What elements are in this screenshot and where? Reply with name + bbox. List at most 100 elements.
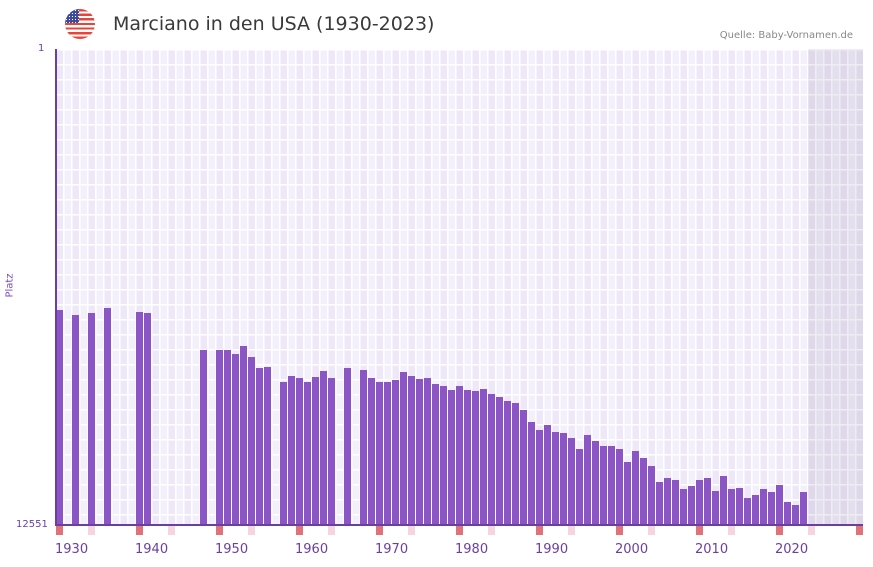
- bar-2021[interactable]: [784, 502, 791, 525]
- bar-1959[interactable]: [288, 376, 295, 525]
- bar-2008[interactable]: [680, 489, 687, 525]
- bar-2005[interactable]: [656, 482, 663, 525]
- decade-marker: [856, 526, 863, 535]
- bar-1999[interactable]: [608, 446, 615, 525]
- x-tick-label: 1940: [135, 542, 169, 557]
- bar-1984[interactable]: [488, 394, 495, 525]
- bar-1977[interactable]: [432, 384, 439, 525]
- bar-1994[interactable]: [568, 438, 575, 525]
- bar-1953[interactable]: [240, 346, 247, 525]
- bar-2010[interactable]: [696, 480, 703, 525]
- plot-area: [55, 49, 863, 525]
- half-decade-marker: [648, 526, 655, 535]
- y-tick-bottom: 12551: [16, 519, 48, 530]
- bar-1976[interactable]: [424, 378, 431, 525]
- chart-title: Marciano in den USA (1930-2023): [113, 13, 435, 35]
- bar-1971[interactable]: [384, 382, 391, 525]
- half-decade-marker: [568, 526, 575, 535]
- bar-1964[interactable]: [328, 378, 335, 525]
- bar-1998[interactable]: [600, 446, 607, 525]
- bar-1974[interactable]: [408, 376, 415, 525]
- half-decade-marker: [808, 526, 815, 535]
- bar-2015[interactable]: [736, 488, 743, 525]
- bar-1960[interactable]: [296, 378, 303, 525]
- bar-2013[interactable]: [720, 476, 727, 525]
- bar-2000[interactable]: [616, 449, 623, 525]
- decade-marker: [216, 526, 223, 535]
- decade-markers: [56, 526, 864, 535]
- bar-1932[interactable]: [72, 315, 79, 525]
- bar-1980[interactable]: [456, 386, 463, 525]
- bar-1934[interactable]: [88, 313, 95, 525]
- bar-2017[interactable]: [752, 495, 759, 525]
- decade-marker: [56, 526, 63, 535]
- bar-2001[interactable]: [624, 462, 631, 525]
- x-tick-label: 1960: [295, 542, 329, 557]
- bar-1997[interactable]: [592, 441, 599, 525]
- bar-2019[interactable]: [768, 492, 775, 525]
- half-decade-marker: [168, 526, 175, 535]
- bar-2004[interactable]: [648, 466, 655, 525]
- bar-2006[interactable]: [664, 478, 671, 525]
- bar-1987[interactable]: [512, 403, 519, 525]
- bar-2002[interactable]: [632, 451, 639, 525]
- bar-1985[interactable]: [496, 397, 503, 525]
- bar-1963[interactable]: [320, 371, 327, 525]
- source-credit: Quelle: Baby-Vornamen.de: [719, 30, 853, 41]
- bar-1966[interactable]: [344, 368, 351, 525]
- bar-1952[interactable]: [232, 354, 239, 525]
- bar-1955[interactable]: [256, 368, 263, 525]
- bar-1948[interactable]: [200, 350, 207, 525]
- bar-1958[interactable]: [280, 382, 287, 525]
- bar-1979[interactable]: [448, 390, 455, 525]
- bar-1993[interactable]: [560, 433, 567, 525]
- bar-1983[interactable]: [480, 389, 487, 525]
- bar-2014[interactable]: [728, 489, 735, 525]
- half-decade-marker: [408, 526, 415, 535]
- bar-1996[interactable]: [584, 435, 591, 525]
- bar-1975[interactable]: [416, 379, 423, 525]
- bar-1940[interactable]: [136, 312, 143, 525]
- bar-1954[interactable]: [248, 357, 255, 525]
- future-years-shade: [808, 49, 863, 525]
- bar-1990[interactable]: [536, 430, 543, 525]
- bar-1981[interactable]: [464, 390, 471, 525]
- bar-1986[interactable]: [504, 401, 511, 525]
- bar-2009[interactable]: [688, 486, 695, 525]
- bar-2016[interactable]: [744, 498, 751, 525]
- bar-2018[interactable]: [760, 489, 767, 525]
- bar-2007[interactable]: [672, 480, 679, 525]
- bar-2023[interactable]: [800, 492, 807, 525]
- bar-2012[interactable]: [712, 491, 719, 525]
- bar-2022[interactable]: [792, 505, 799, 525]
- bar-1973[interactable]: [400, 372, 407, 525]
- bar-1930[interactable]: [56, 310, 63, 525]
- bar-1936[interactable]: [104, 308, 111, 525]
- half-decade-marker: [248, 526, 255, 535]
- bar-1950[interactable]: [216, 350, 223, 525]
- bar-1961[interactable]: [304, 382, 311, 525]
- bar-1970[interactable]: [376, 382, 383, 525]
- decade-marker: [616, 526, 623, 535]
- y-tick-top: 1: [38, 43, 45, 54]
- bar-2011[interactable]: [704, 478, 711, 525]
- bar-1962[interactable]: [312, 377, 319, 525]
- bar-1951[interactable]: [224, 350, 231, 525]
- bar-2003[interactable]: [640, 458, 647, 525]
- bar-1972[interactable]: [392, 380, 399, 525]
- bar-1969[interactable]: [368, 378, 375, 525]
- bar-1941[interactable]: [144, 313, 151, 525]
- x-tick-label: 2000: [615, 542, 649, 557]
- bar-1956[interactable]: [264, 367, 271, 525]
- bar-1968[interactable]: [360, 370, 367, 525]
- bar-1988[interactable]: [520, 410, 527, 525]
- bar-1989[interactable]: [528, 422, 535, 525]
- bar-1991[interactable]: [544, 425, 551, 525]
- x-tick-label: 2010: [695, 542, 729, 557]
- bar-1982[interactable]: [472, 391, 479, 525]
- x-tick-label: 2020: [775, 542, 809, 557]
- bar-1992[interactable]: [552, 432, 559, 525]
- bar-1995[interactable]: [576, 449, 583, 525]
- bar-2020[interactable]: [776, 485, 783, 525]
- bar-1978[interactable]: [440, 386, 447, 525]
